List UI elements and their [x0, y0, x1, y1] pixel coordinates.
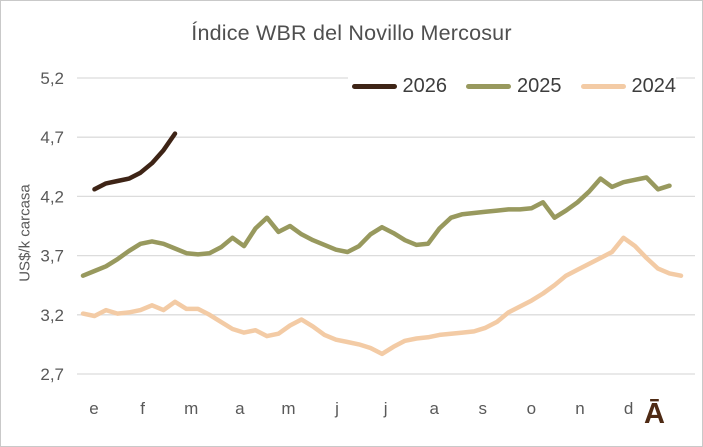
- chart-title: Índice WBR del Novillo Mercosur: [191, 21, 512, 45]
- x-month-label: n: [575, 399, 584, 418]
- legend-label-2026: 2026: [402, 75, 448, 97]
- legend-line-swatch-2025: [466, 84, 511, 89]
- x-month-label: a: [429, 399, 439, 418]
- legend-item-2026: 2026: [351, 75, 448, 98]
- x-month-label: a: [235, 399, 245, 418]
- legend-line-swatch-2024: [580, 84, 626, 89]
- y-tick-label: 4,2: [40, 187, 64, 206]
- y-tick-label: 4,7: [40, 128, 64, 147]
- x-month-label: d: [624, 399, 633, 418]
- legend-label-2025: 2025: [517, 75, 562, 97]
- x-month-label: j: [383, 399, 388, 418]
- x-month-label: f: [140, 399, 145, 418]
- x-month-label: s: [479, 399, 488, 418]
- chart-legend: 2026 2025 2024: [347, 75, 677, 98]
- x-month-label: e: [89, 399, 98, 418]
- y-tick-label: 3,7: [40, 247, 64, 266]
- brand-watermark: Ā: [644, 398, 665, 430]
- x-month-label: j: [334, 399, 339, 418]
- legend-line-swatch-2026: [351, 84, 397, 89]
- legend-label-2024: 2024: [631, 75, 677, 97]
- y-tick-label: 3,2: [40, 306, 64, 325]
- series-line-2025: [80, 175, 672, 278]
- y-tick-label: 2,7: [40, 365, 64, 384]
- legend-item-2025: 2025: [466, 75, 562, 98]
- series-line-2026: [92, 131, 178, 192]
- x-month-label: m: [281, 399, 295, 418]
- x-month-label: o: [527, 399, 536, 418]
- series-line-2024: [80, 235, 684, 357]
- y-tick-label: 5,2: [40, 69, 64, 88]
- legend-item-2024: 2024: [580, 75, 677, 98]
- x-month-label: m: [184, 399, 198, 418]
